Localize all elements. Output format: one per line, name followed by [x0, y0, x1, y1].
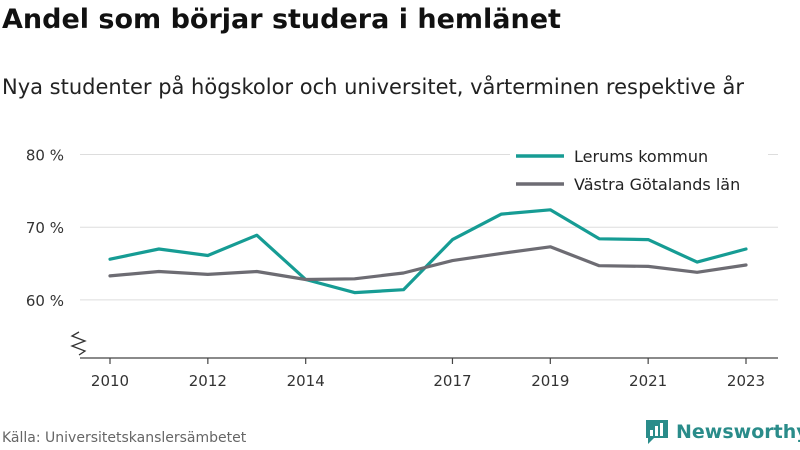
- source-note: Källa: Universitetskanslersämbetet: [2, 430, 247, 446]
- x-tick-label: 2012: [189, 372, 227, 390]
- legend-background: [510, 142, 768, 198]
- legend: Lerums kommun Västra Götalands län: [510, 142, 768, 198]
- y-tick-label: 60 %: [26, 292, 64, 310]
- x-tick-label: 2010: [91, 372, 129, 390]
- axis-layer: 60 % 70 % 80 % 2010 2012 2014 2017 2019 2021 2023: [26, 147, 778, 390]
- chart-subtitle: Nya studenter på högskolor och universit…: [2, 75, 744, 99]
- newsworthy-logo-icon: [646, 420, 668, 444]
- legend-label: Västra Götalands län: [574, 175, 740, 194]
- x-tick-label: 2014: [287, 372, 325, 390]
- brand-logo: Newsworthy: [644, 418, 800, 446]
- line-chart: 60 % 70 % 80 % 2010 2012 2014 2017 2019 2021 2023…: [25, 142, 778, 390]
- axis-break-icon: [70, 331, 87, 356]
- x-tick-label: 2017: [433, 372, 471, 390]
- x-tick-label: 2019: [531, 372, 569, 390]
- series-line-0: [108, 208, 748, 295]
- chart-title: Andel som börjar studera i hemlänet: [2, 4, 561, 35]
- brand-name: Newsworthy: [676, 421, 800, 443]
- series-layer: [108, 208, 748, 295]
- y-tick-label: 80 %: [26, 147, 64, 165]
- x-tick-label: 2023: [727, 372, 765, 390]
- legend-label: Lerums kommun: [574, 147, 708, 166]
- x-tick-label: 2021: [629, 372, 667, 390]
- y-tick-label: 70 %: [26, 219, 64, 237]
- series-line-1: [108, 245, 748, 282]
